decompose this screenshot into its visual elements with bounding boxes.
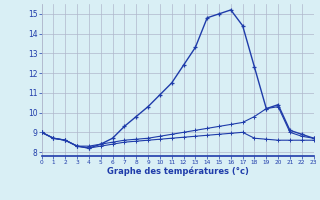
X-axis label: Graphe des températures (°c): Graphe des températures (°c) [107, 167, 249, 176]
